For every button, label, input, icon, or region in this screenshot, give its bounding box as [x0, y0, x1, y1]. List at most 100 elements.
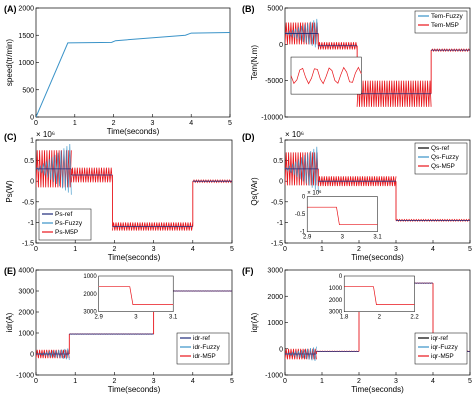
series-group — [285, 18, 470, 107]
series-line — [36, 32, 230, 117]
x-tick-label: 0 — [34, 246, 38, 253]
inset-plot: 1.8 2 2.2 0 1000 2000 3000 — [329, 274, 419, 321]
y-axis-label: speed(tr/min) — [5, 39, 14, 86]
y-tick-label: -1000 — [265, 373, 283, 380]
y-tick-label: 2000 — [267, 294, 283, 301]
series-m5p — [317, 42, 358, 50]
x-tick-label: 4 — [431, 246, 435, 253]
inset-y-tick-label: 0 — [339, 274, 343, 280]
legend-label: iqr-Fuzzy — [431, 344, 458, 351]
inset-y-tick-label: -1 — [300, 230, 306, 236]
chart-panel-1: (A) 0 1 2 3 4 5 0 500 1000 1500 2000 Time(seconds) sp… — [4, 4, 232, 136]
series-fuzzy — [36, 348, 70, 360]
series-m5p — [285, 152, 319, 186]
inset-y-tick-label: 1000 — [83, 274, 97, 280]
y-tick-label: 1000 — [18, 331, 34, 338]
panel-letter: (D) — [242, 132, 255, 142]
x-tick-label: 1 — [320, 378, 324, 385]
inset-area — [343, 275, 415, 312]
x-tick-label: 0 — [34, 120, 38, 127]
x-tick-label: 1 — [73, 378, 77, 385]
inset-x-tick-label: 3.1 — [169, 315, 178, 321]
x-tick-label: 3 — [152, 378, 156, 385]
chart-panel-2: (B)-10000-500005000Tem(N.m)Tem-FuzzyTem-… — [242, 4, 471, 122]
x-tick-label: 2 — [357, 378, 361, 385]
x-tick-label: 3 — [152, 246, 156, 253]
y-tick-label: 1000 — [18, 60, 34, 67]
x-tick-label: 2 — [357, 246, 361, 253]
y-tick-label: 3000 — [267, 268, 283, 275]
x-tick-label: 5 — [468, 246, 472, 253]
legend: iqr-ref iqr-Fuzzy iqr-M5P — [414, 332, 468, 365]
legend-label: Ps-M5P — [55, 229, 78, 236]
x-tick-label: 0 — [283, 246, 287, 253]
y-tick-label: 0 — [279, 179, 283, 186]
series-fuzzy — [285, 18, 319, 49]
panel-letter: (A) — [4, 4, 17, 14]
x-tick-label: 1 — [320, 246, 324, 253]
series-fuzzy — [285, 146, 319, 192]
x-tick-label: 3 — [394, 246, 398, 253]
y-tick-label: 0 — [279, 42, 283, 49]
y-tick-label: 0.5 — [273, 158, 283, 165]
series-m5p — [356, 80, 432, 107]
x-tick-label: 2 — [112, 378, 116, 385]
inset-series — [344, 286, 415, 305]
x-tick-label: 3 — [150, 120, 154, 127]
inset-plot — [290, 56, 362, 95]
inset-series — [307, 206, 378, 226]
y-multiplier: × 10⁶ — [285, 130, 304, 139]
x-tick-label: 4 — [189, 120, 193, 127]
legend: Tem-Fuzzy Tem-M5P — [414, 10, 468, 34]
y-multiplier: × 10⁶ — [36, 130, 55, 139]
x-tick-label: 0 — [34, 378, 38, 385]
x-tick-label: 2 — [112, 120, 116, 127]
legend-label: Qs-ref — [431, 145, 449, 152]
legend-label: iqr-M5P — [431, 353, 454, 360]
x-tick-label: 4 — [191, 378, 195, 385]
y-tick-label: -1 — [277, 220, 283, 227]
x-axis-label: Time(seconds) — [107, 127, 160, 136]
y-tick-label: 1 — [279, 138, 283, 145]
panel-letter: (C) — [4, 132, 17, 142]
x-tick-label: 1 — [73, 246, 77, 253]
y-tick-label: 1500 — [18, 33, 34, 40]
y-tick-label: -0.5 — [22, 199, 34, 206]
chart-panel-5: (E)0 1 2 3 4 5-100001000200030004000Time(seco… — [4, 266, 234, 394]
inset-plot: 2.9 3 3.1 1000 2000 3000 — [83, 274, 178, 321]
y-tick-label: -1 — [28, 220, 34, 227]
legend-label: iqr-ref — [431, 335, 448, 342]
inset-y-tick-label: 2000 — [329, 298, 343, 304]
legend-label: Ps-Fuzzy — [55, 220, 83, 227]
legend-label: Tem-Fuzzy — [431, 13, 464, 20]
y-tick-label: 0 — [279, 346, 283, 353]
series-group — [285, 146, 470, 222]
panel-letter: (B) — [242, 4, 255, 14]
y-tick-label: -1.5 — [22, 241, 34, 248]
y-axis-label: Tem(N.m) — [250, 45, 259, 80]
x-tick-label: 3 — [394, 378, 398, 385]
x-axis-label: Time(seconds) — [351, 253, 404, 262]
series-group — [36, 143, 232, 231]
inset-x-tick-label: 2.9 — [303, 235, 312, 241]
inset-area — [306, 196, 378, 232]
inset-y-tick-label: 3000 — [329, 310, 343, 316]
inset-y-tick-label: 2000 — [83, 292, 97, 298]
series-fuzzy — [36, 143, 72, 195]
series-m5p — [70, 167, 113, 183]
x-tick-label: 0 — [283, 378, 287, 385]
y-tick-label: -0.5 — [271, 199, 283, 206]
y-tick-label: -1000 — [16, 373, 34, 380]
legend-label: idr-Fuzzy — [193, 344, 220, 351]
y-tick-label: 4000 — [18, 268, 34, 275]
chart-panel-6: (F)0 1 2 3 4 5-10000100020003000Time(seconds)… — [242, 266, 472, 394]
legend: Ps-ref Ps-Fuzzy Ps-M5P — [38, 208, 92, 241]
legend: Qs-ref Qs-Fuzzy Qs-M5P — [414, 142, 468, 175]
x-tick-label: 2 — [112, 246, 116, 253]
y-tick-label: 0 — [30, 352, 34, 359]
legend-label: idr-M5P — [193, 353, 216, 360]
inset-y-tick-label: -0.5 — [295, 212, 306, 218]
inset-series — [98, 286, 174, 305]
x-tick-label: 5 — [230, 246, 234, 253]
